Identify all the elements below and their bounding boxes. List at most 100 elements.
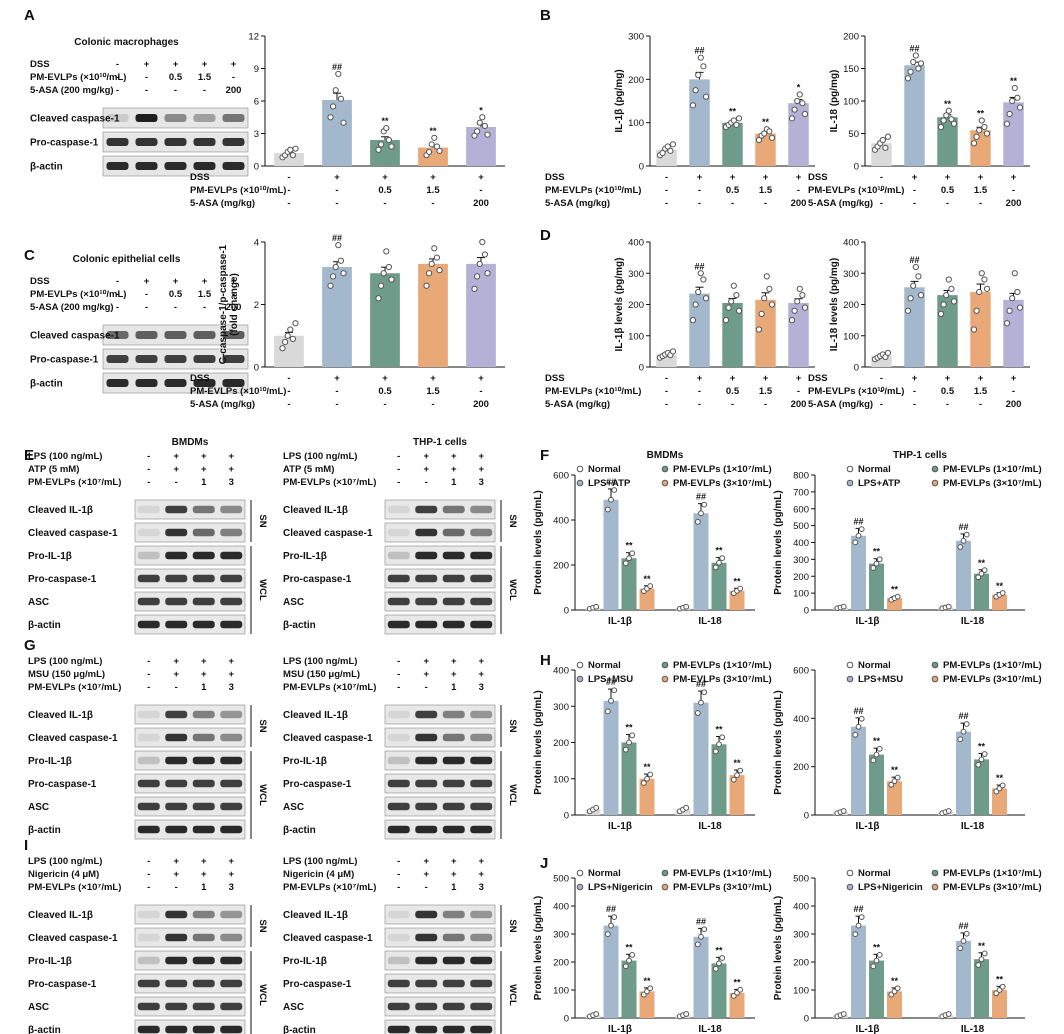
blot-band (220, 802, 243, 811)
condition-label: PM-EVLPs (×10¹⁰/mL) (545, 185, 641, 196)
data-point (940, 301, 947, 308)
legend-label: LPS+MSU (858, 674, 903, 685)
data-point (766, 128, 773, 135)
data-point (702, 93, 710, 100)
bar (937, 295, 958, 367)
data-point (647, 583, 654, 589)
legend-marker (846, 883, 854, 891)
condition-label: PM-EVLPs (×10¹⁰/mL) (30, 289, 126, 300)
condition-value: - (979, 399, 982, 410)
blot-band (442, 910, 465, 919)
condition-value: - (335, 386, 338, 397)
group-label: SN (507, 514, 518, 527)
legend-label: LPS+ATP (588, 478, 631, 489)
bar (418, 147, 448, 166)
condition-label: PM-EVLPs (×10⁷/mL) (283, 477, 376, 488)
blot-strip (134, 614, 246, 635)
blot-band (415, 528, 438, 537)
blot-band (470, 910, 493, 919)
condition-value: - (232, 289, 235, 300)
condition-value: - (147, 669, 150, 680)
blot-band (222, 355, 245, 363)
data-point (428, 141, 435, 148)
blot-band (164, 355, 187, 363)
blot-row-label: β-actin (30, 162, 63, 173)
panel-letter: J (540, 855, 548, 872)
condition-label: PM-EVLPs (×10⁷/mL) (28, 882, 121, 893)
data-point (733, 292, 740, 299)
data-point (626, 739, 632, 746)
blot-band (135, 379, 158, 387)
blot-band (470, 1002, 493, 1011)
group-label: IL-18 (961, 1024, 985, 1034)
legend-label: LPS+Nigericin (858, 882, 923, 893)
data-point (758, 310, 765, 317)
blot-band (220, 733, 243, 742)
data-point (380, 270, 387, 277)
data-point (801, 110, 809, 118)
y-tick-label: 0 (639, 363, 644, 374)
blot-strip (134, 727, 246, 748)
data-point (608, 922, 614, 929)
data-point (791, 106, 798, 113)
y-tick-label: 100 (843, 331, 859, 342)
group-label: IL-18 (698, 821, 722, 832)
condition-value: 1 (451, 477, 457, 488)
blot-band (137, 956, 160, 965)
significance-mark: ## (958, 711, 968, 721)
bar (322, 267, 352, 367)
data-point (855, 723, 862, 730)
blot-row-label: Cleaved caspase-1 (283, 733, 373, 744)
data-point (904, 75, 912, 82)
y-tick-label: 600 (553, 471, 569, 482)
blot-row-label: Pro-caspase-1 (28, 979, 97, 990)
data-point (975, 574, 982, 581)
condition-value: - (397, 477, 400, 488)
condition-value: 1.5 (426, 185, 440, 196)
bar (603, 925, 619, 1018)
data-point (912, 263, 919, 271)
condition-value: - (797, 185, 800, 196)
data-point (884, 349, 892, 357)
bar (956, 731, 971, 815)
y-tick-label: 0 (854, 363, 859, 374)
condition-value: + (382, 172, 388, 183)
y-tick-label: 300 (628, 269, 644, 280)
significance-mark: ## (853, 904, 863, 914)
condition-value: + (945, 172, 951, 183)
condition-label: DSS (808, 373, 828, 384)
condition-value: + (231, 59, 237, 70)
grouped-chart-H-bmdm: 0 100 200 300 400 Protein levels (pg/mL) ## ** *… (533, 660, 772, 832)
condition-value: + (478, 869, 484, 880)
data-point (694, 710, 701, 716)
blot-row-label: ASC (283, 802, 304, 813)
bar (466, 127, 496, 166)
panel-letter: F (540, 447, 549, 464)
data-point (963, 531, 970, 538)
blot-strip (384, 927, 496, 948)
data-point (428, 260, 435, 267)
blot-band (165, 710, 188, 719)
blot-row-label: Cleaved caspase-1 (28, 733, 118, 744)
condition-label: DSS (190, 172, 210, 183)
condition-value: + (201, 656, 207, 667)
condition-value: 200 (1006, 399, 1022, 410)
bar (904, 65, 925, 166)
condition-value: - (397, 669, 400, 680)
data-point (937, 310, 945, 317)
significance-mark: ** (873, 547, 881, 557)
condition-label: Nigericin (4 μM) (28, 869, 99, 880)
blot-strip (134, 750, 246, 771)
blot-strip (134, 704, 246, 725)
y-axis-label: IL-18 levels (pg/mg) (829, 258, 840, 351)
condition-value: - (880, 373, 883, 384)
data-point (915, 273, 922, 280)
bar (1003, 299, 1024, 367)
blot-strip (384, 499, 496, 520)
data-point (433, 143, 440, 150)
condition-value: - (116, 276, 119, 287)
bar (693, 513, 709, 610)
data-point (794, 298, 801, 305)
condition-value: 1.5 (198, 289, 212, 300)
legend-marker (931, 465, 939, 473)
